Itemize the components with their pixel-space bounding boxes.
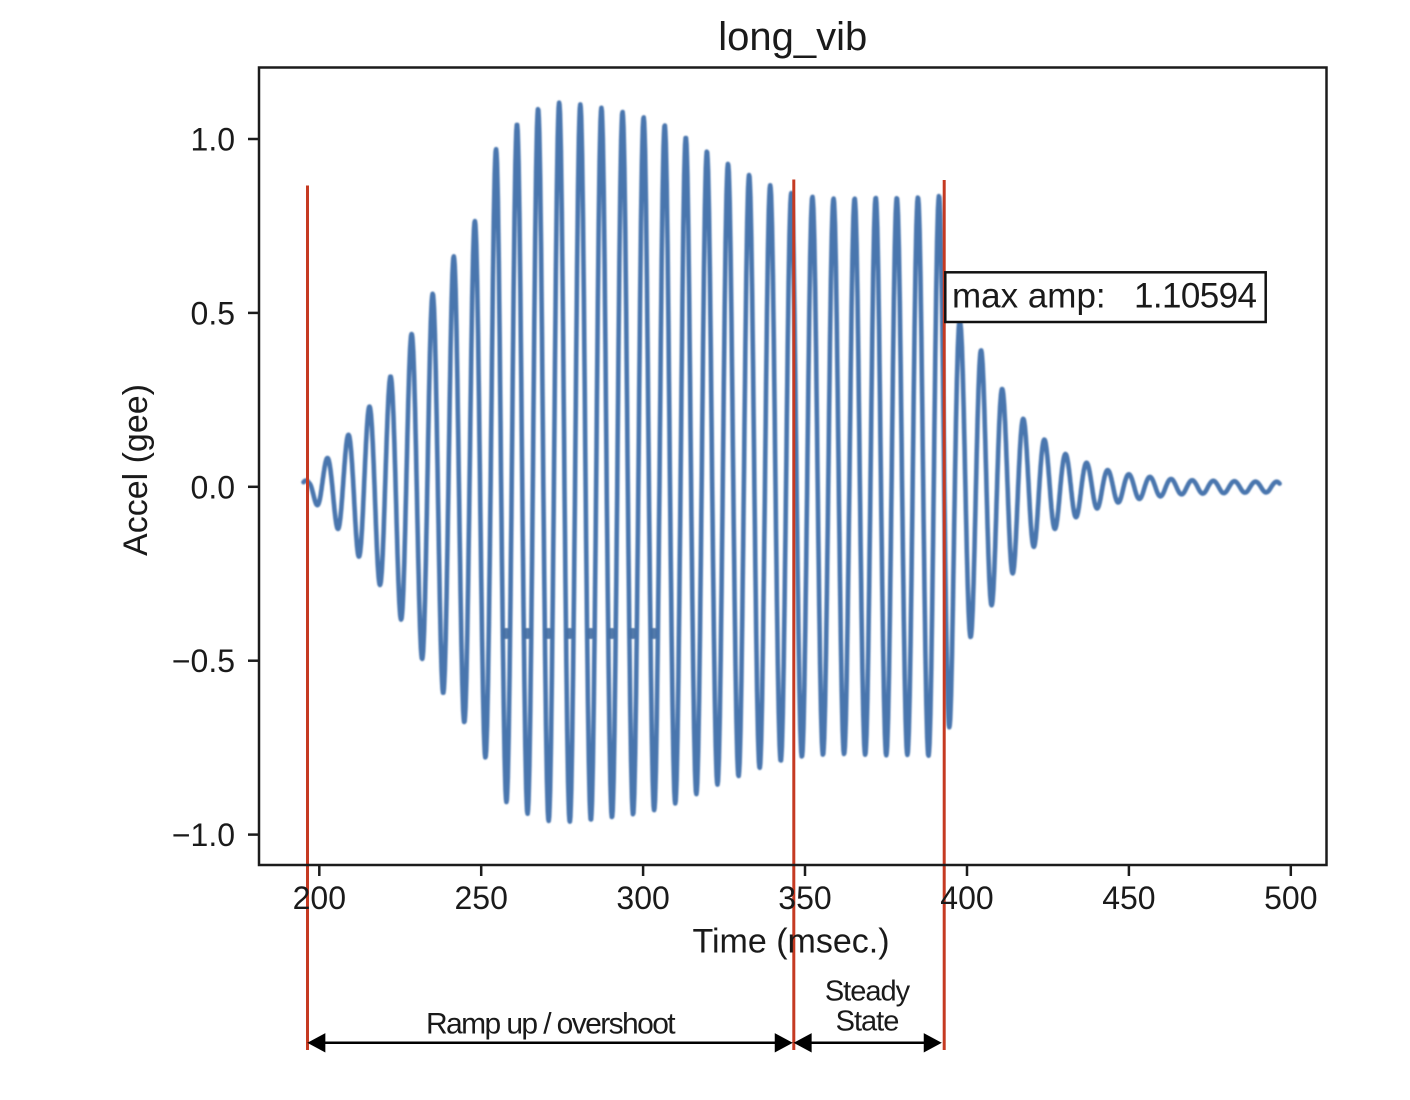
svg-text:300: 300 xyxy=(616,880,669,916)
svg-text:1.0: 1.0 xyxy=(191,122,235,158)
svg-text:500: 500 xyxy=(1264,880,1317,916)
svg-text:450: 450 xyxy=(1102,880,1155,916)
svg-text:200: 200 xyxy=(293,880,346,916)
svg-text:Accel (gee): Accel (gee) xyxy=(117,384,155,556)
svg-text:Steady: Steady xyxy=(825,976,911,1008)
svg-text:0.0: 0.0 xyxy=(191,469,235,505)
svg-text:long_vib: long_vib xyxy=(718,15,867,59)
svg-text:1.10594: 1.10594 xyxy=(1134,277,1256,316)
svg-text:350: 350 xyxy=(778,880,831,916)
svg-text:−1.0: −1.0 xyxy=(172,817,235,853)
svg-text:max amp:: max amp: xyxy=(952,277,1106,316)
svg-text:400: 400 xyxy=(940,880,993,916)
svg-text:State: State xyxy=(836,1006,899,1038)
svg-text:250: 250 xyxy=(455,880,508,916)
svg-text:Time (msec.): Time (msec.) xyxy=(692,922,889,960)
svg-text:0.5: 0.5 xyxy=(191,295,235,331)
svg-text:−0.5: −0.5 xyxy=(172,643,235,679)
svg-text:Ramp up / overshoot: Ramp up / overshoot xyxy=(426,1007,676,1040)
